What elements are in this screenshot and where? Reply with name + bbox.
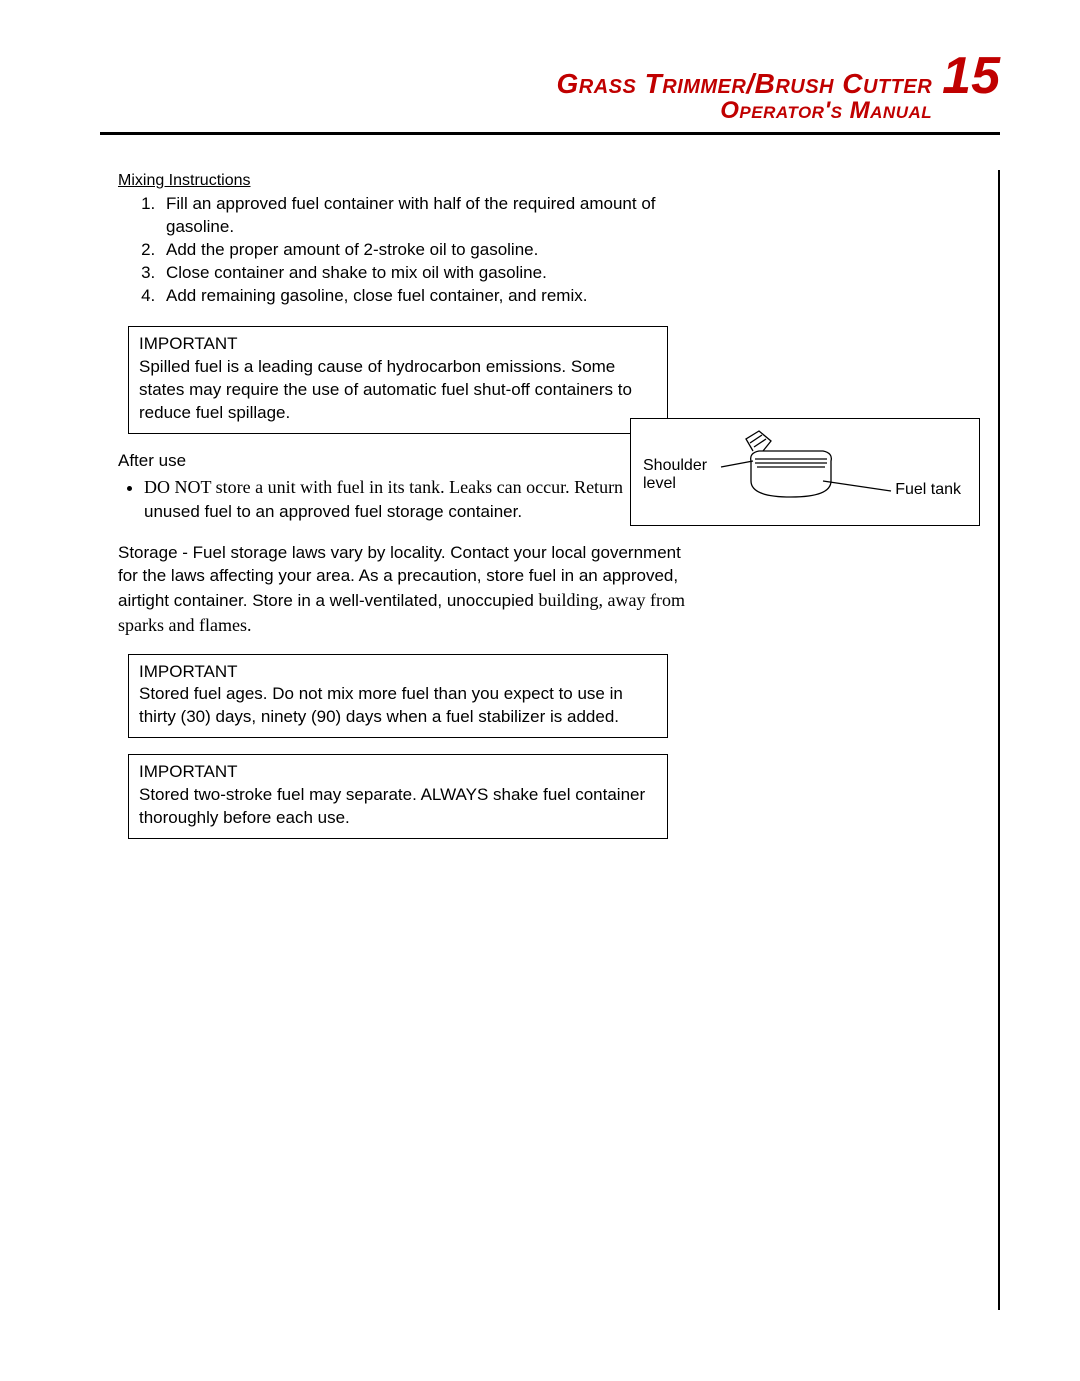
important-label: IMPORTANT — [139, 333, 657, 356]
page-header: Grass Trimmer/Brush Cutter Operator's Ma… — [100, 50, 1000, 124]
after-use-list: DO NOT store a unit with fuel in its tan… — [118, 475, 673, 524]
step-3: Close container and shake to mix oil wit… — [160, 262, 678, 285]
page-number: 15 — [942, 50, 1000, 102]
after-use-heading: After use — [118, 450, 678, 473]
header-title: Grass Trimmer/Brush Cutter — [556, 69, 932, 98]
storage-paragraph: Storage - Fuel storage laws vary by loca… — [118, 542, 693, 638]
fuel-tank-label: Fuel tank — [895, 479, 961, 501]
fuel-tank-diagram: Shoulderlevel Fuel tank — [630, 418, 980, 526]
header-rule — [100, 132, 1000, 135]
after-use-bullet-lead: DO NOT store a unit with fuel in its tan… — [144, 477, 623, 497]
important-text-2: Stored fuel ages. Do not mix more fuel t… — [139, 683, 657, 729]
important-label: IMPORTANT — [139, 661, 657, 684]
important-box-2: IMPORTANT Stored fuel ages. Do not mix m… — [128, 654, 668, 739]
after-use-bullet: DO NOT store a unit with fuel in its tan… — [144, 475, 673, 524]
content-area: Mixing Instructions Fill an approved fue… — [100, 170, 1000, 1310]
step-1: Fill an approved fuel container with hal… — [160, 193, 678, 239]
important-text-1: Spilled fuel is a leading cause of hydro… — [139, 356, 657, 425]
step-2: Add the proper amount of 2-stroke oil to… — [160, 239, 678, 262]
important-box-3: IMPORTANT Stored two-stroke fuel may sep… — [128, 754, 668, 839]
important-box-1: IMPORTANT Spilled fuel is a leading caus… — [128, 326, 668, 434]
step-4: Add remaining gasoline, close fuel conta… — [160, 285, 678, 308]
shoulder-level-label: Shoulderlevel — [643, 457, 707, 494]
mixing-instructions-heading: Mixing Instructions — [118, 170, 678, 192]
header-subtitle: Operator's Manual — [556, 98, 932, 123]
important-label: IMPORTANT — [139, 761, 657, 784]
mixing-steps-list: Fill an approved fuel container with hal… — [118, 193, 678, 308]
after-use-bullet-rest: unused fuel to an approved fuel storage … — [144, 502, 522, 521]
important-text-3: Stored two-stroke fuel may separate. ALW… — [139, 784, 657, 830]
